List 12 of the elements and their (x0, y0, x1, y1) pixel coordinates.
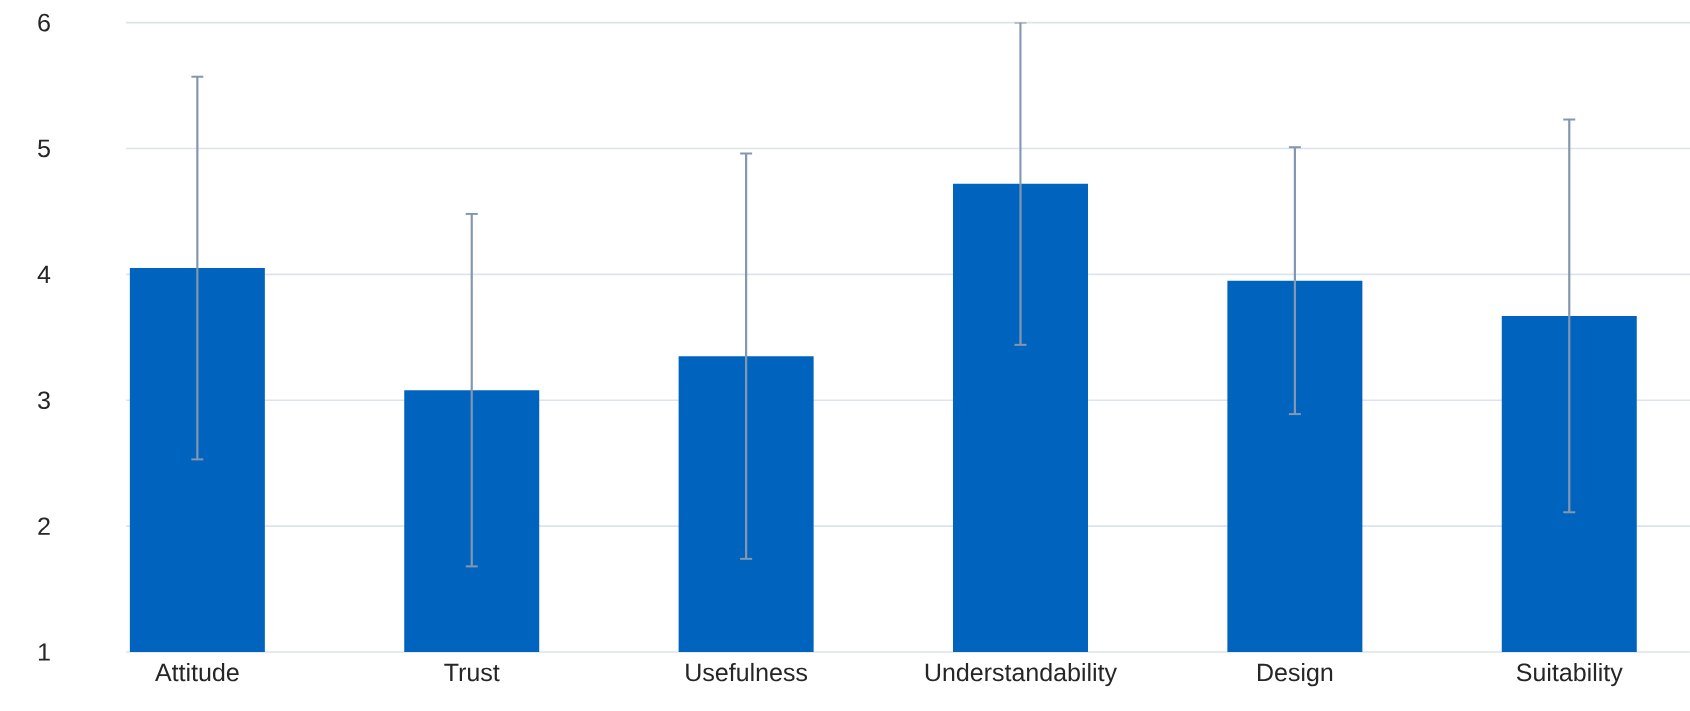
y-tick-label: 2 (38, 517, 50, 535)
x-tick-label: Understandability (925, 662, 1117, 687)
x-tick-label: Design (1258, 662, 1333, 687)
y-tick-label: 5 (38, 139, 50, 158)
y-tick-label: 6 (38, 13, 50, 32)
y-tick-label: 4 (37, 265, 51, 283)
x-tick-label: Usefulness (686, 662, 808, 682)
x-tick-label: Suitability (1516, 662, 1623, 687)
y-tick-label: 1 (38, 643, 50, 661)
x-tick-label: Attitude (155, 662, 239, 682)
x-tick-label: Trust (444, 663, 500, 682)
y-tick-label: 3 (38, 391, 50, 410)
